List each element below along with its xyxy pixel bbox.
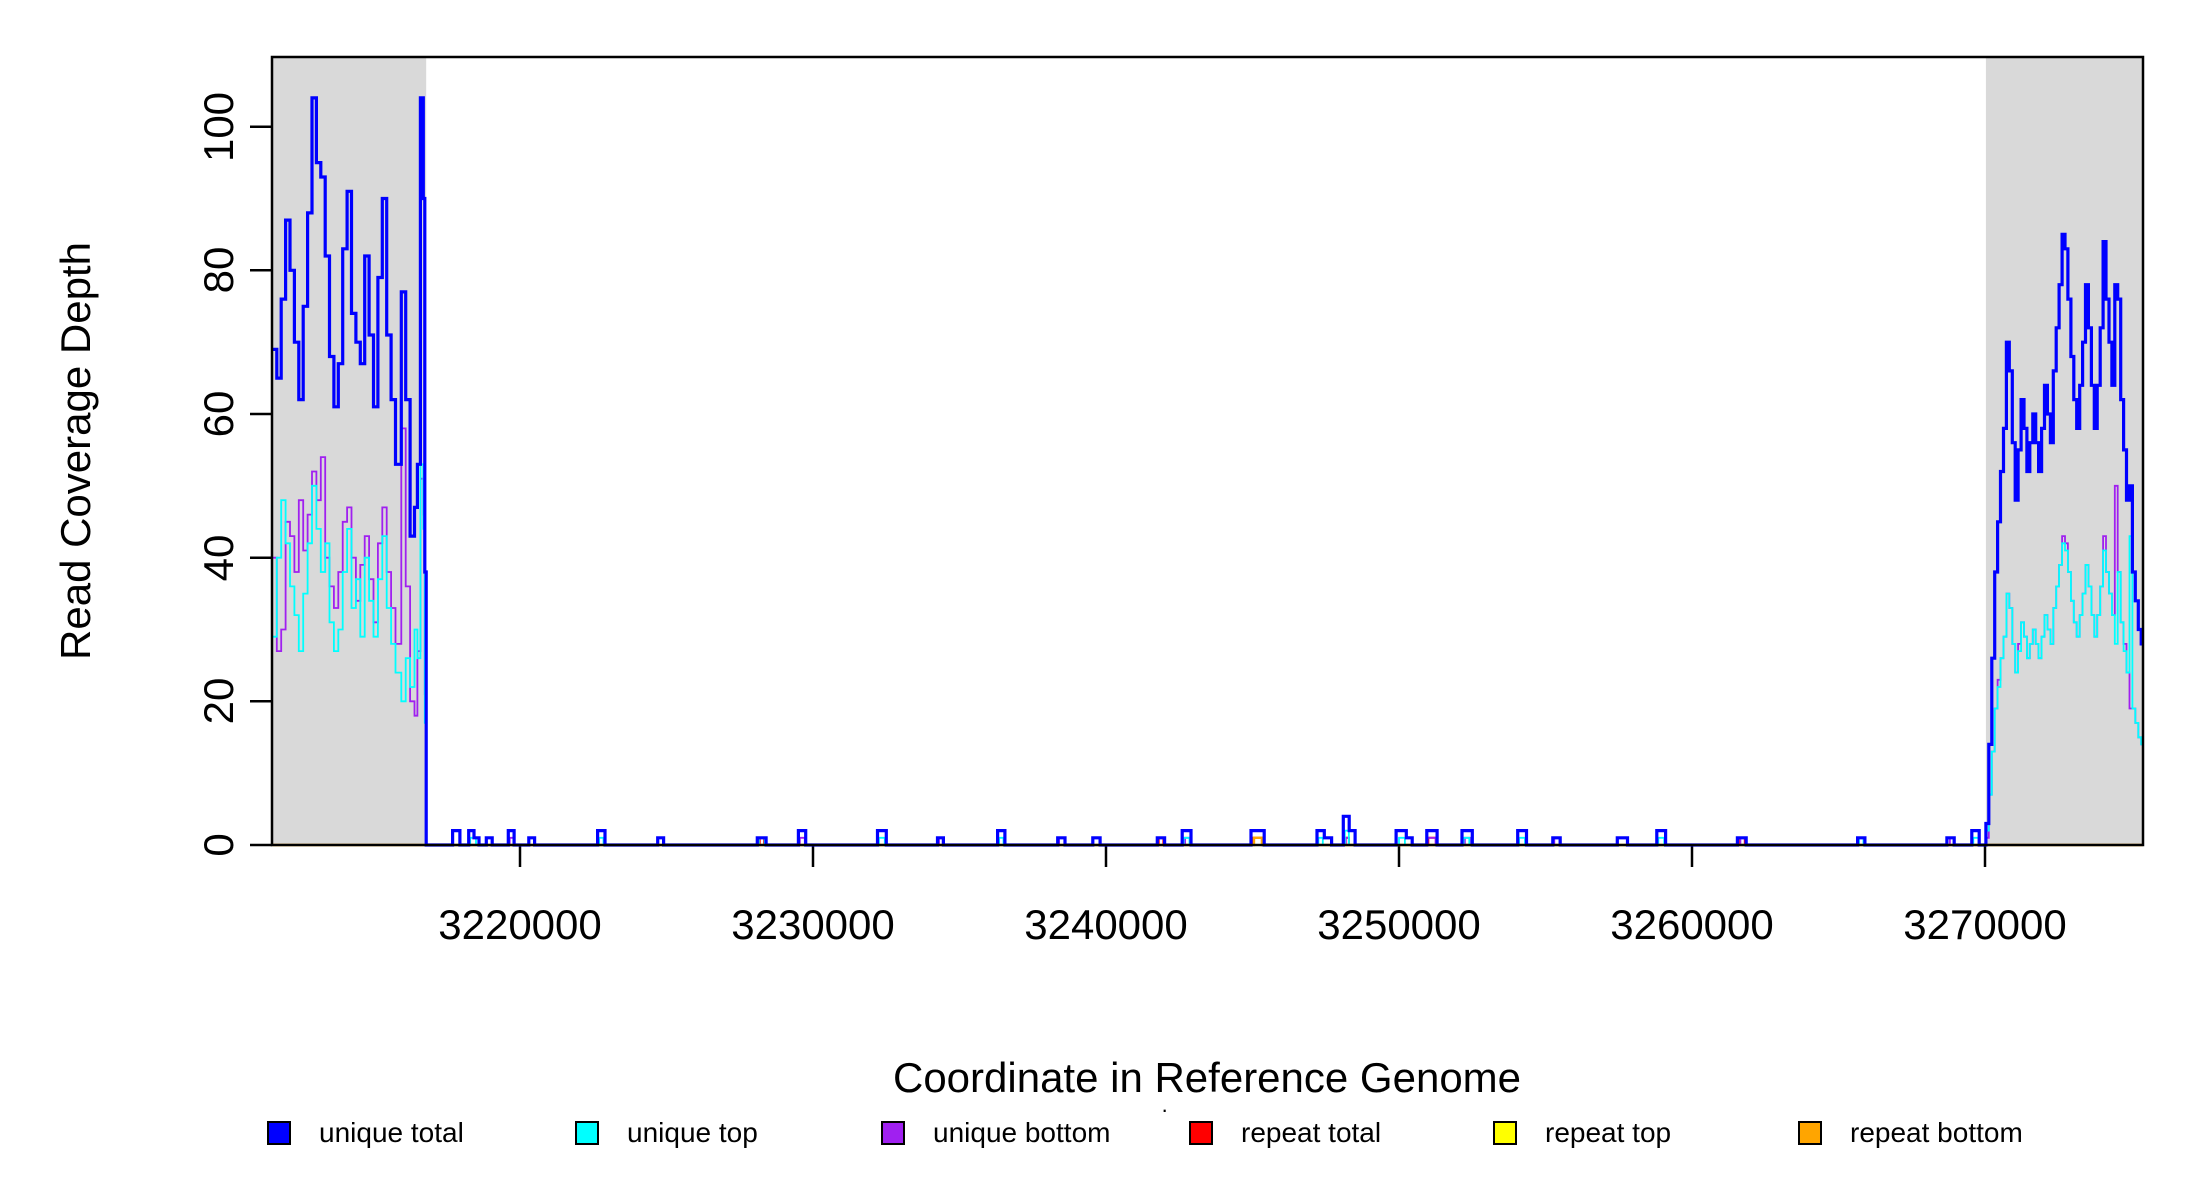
left-flank-region <box>272 57 427 845</box>
series-unique-total <box>272 96 2143 847</box>
legend-label: unique bottom <box>933 1117 1111 1148</box>
legend-item-unique-bottom: unique bottom <box>881 1110 1110 1156</box>
y-tick-label-100: 100 <box>195 91 242 163</box>
repeat-top-swatch-icon <box>1493 1121 1517 1145</box>
legend-item-repeat-total: repeat total <box>1189 1110 1381 1156</box>
legend-item-unique-top: unique top <box>575 1110 758 1156</box>
y-tick-label-20: 20 <box>195 677 242 725</box>
legend-label: repeat bottom <box>1850 1117 2023 1148</box>
y-tick-label-0: 0 <box>195 833 242 857</box>
y-tick-label-80: 80 <box>195 246 242 294</box>
legend-item-repeat-top: repeat top <box>1493 1110 1671 1156</box>
x-tick-label-3250000: 3250000 <box>1317 901 1481 948</box>
repeat-bottom-swatch-icon <box>1798 1121 1822 1145</box>
legend-item-repeat-bottom: repeat bottom <box>1798 1110 2023 1156</box>
right-flank-region <box>1985 57 2143 845</box>
x-axis-title: Coordinate in Reference Genome <box>892 1054 1522 1101</box>
repeat-total-swatch-icon <box>1189 1121 1213 1145</box>
legend-label: repeat total <box>1241 1117 1382 1148</box>
unique-top-swatch-icon <box>575 1121 599 1145</box>
x-tick-label-3260000: 3260000 <box>1610 901 1774 948</box>
series-unique-top <box>272 463 2143 846</box>
unique-bottom-swatch-icon <box>881 1121 905 1145</box>
y-tick-label-60: 60 <box>195 390 242 438</box>
y-axis-title: Read Coverage Depth <box>52 242 99 660</box>
x-tick-label-3270000: 3270000 <box>1903 901 2067 948</box>
x-tick-label-3240000: 3240000 <box>1024 901 1188 948</box>
legend-label: repeat top <box>1545 1117 1672 1148</box>
legend-label: unique top <box>627 1117 758 1148</box>
series-unique-bottom <box>272 427 2143 846</box>
x-tick-label-3220000: 3220000 <box>438 901 602 948</box>
stray-dot-mark: · <box>1161 1097 1169 1122</box>
y-tick-label-40: 40 <box>195 534 242 582</box>
plot-box <box>270 55 2145 847</box>
legend-label: unique total <box>319 1117 464 1148</box>
legend-item-unique-total: unique total <box>267 1110 464 1156</box>
unique-total-swatch-icon <box>267 1121 291 1145</box>
x-tick-label-3230000: 3230000 <box>731 901 895 948</box>
